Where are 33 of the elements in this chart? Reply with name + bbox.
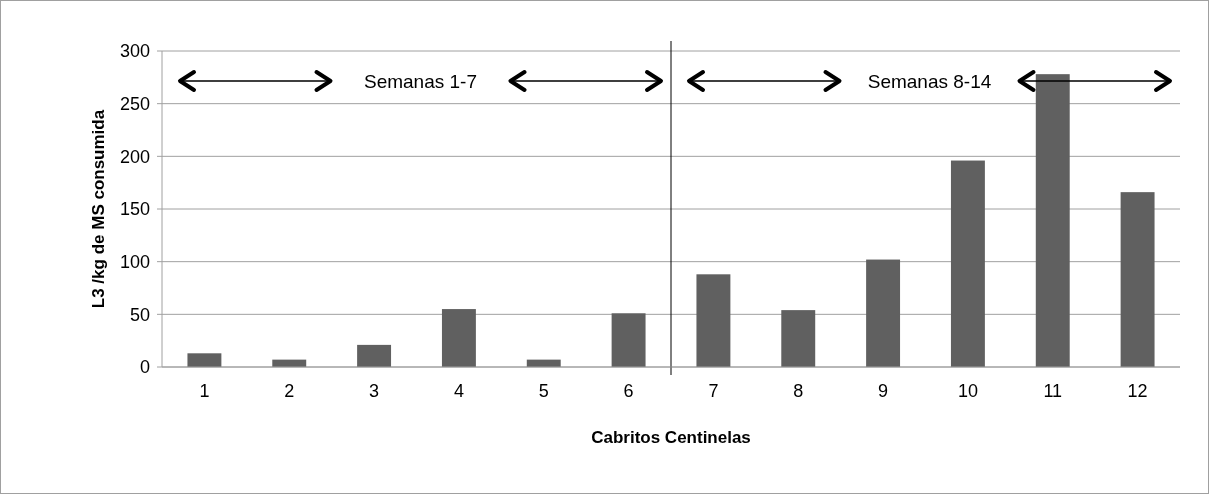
x-tick-label: 2 xyxy=(284,381,295,401)
bar xyxy=(696,274,731,367)
bar xyxy=(357,344,392,367)
bar xyxy=(611,313,646,367)
x-tick-label: 9 xyxy=(878,381,889,401)
bar xyxy=(866,259,901,367)
x-tick-label: 11 xyxy=(1043,381,1063,401)
y-axis-title: L3 /kg de MS consumida xyxy=(89,109,108,309)
y-tick-label: 200 xyxy=(119,146,150,167)
x-tick-label: 12 xyxy=(1127,381,1148,401)
bar xyxy=(1120,192,1155,367)
x-tick-label: 8 xyxy=(793,381,804,401)
x-axis-title: Cabritos Centinelas xyxy=(591,428,751,447)
x-tick-label: 3 xyxy=(369,381,380,401)
annotation: Semanas 8-14 xyxy=(867,70,992,92)
bar xyxy=(950,160,985,367)
y-tick-label: 250 xyxy=(119,93,150,114)
annotation: Semanas 1-7 xyxy=(363,70,478,92)
y-tick-label: 300 xyxy=(119,41,150,62)
x-tick-label: 5 xyxy=(538,381,549,401)
x-tick-label: 4 xyxy=(453,381,464,401)
x-tick-label: 1 xyxy=(199,381,210,401)
bar xyxy=(441,309,476,367)
bar xyxy=(1035,74,1070,367)
x-tick-label: 6 xyxy=(623,381,634,401)
y-tick-label: 50 xyxy=(129,304,150,325)
x-tick-label: 10 xyxy=(957,381,978,401)
x-tick-label: 7 xyxy=(708,381,719,401)
bar xyxy=(781,310,816,367)
bar xyxy=(187,353,222,367)
y-tick-label: 0 xyxy=(139,357,150,378)
y-tick-label: 150 xyxy=(119,199,150,220)
y-tick-label: 100 xyxy=(119,251,150,272)
